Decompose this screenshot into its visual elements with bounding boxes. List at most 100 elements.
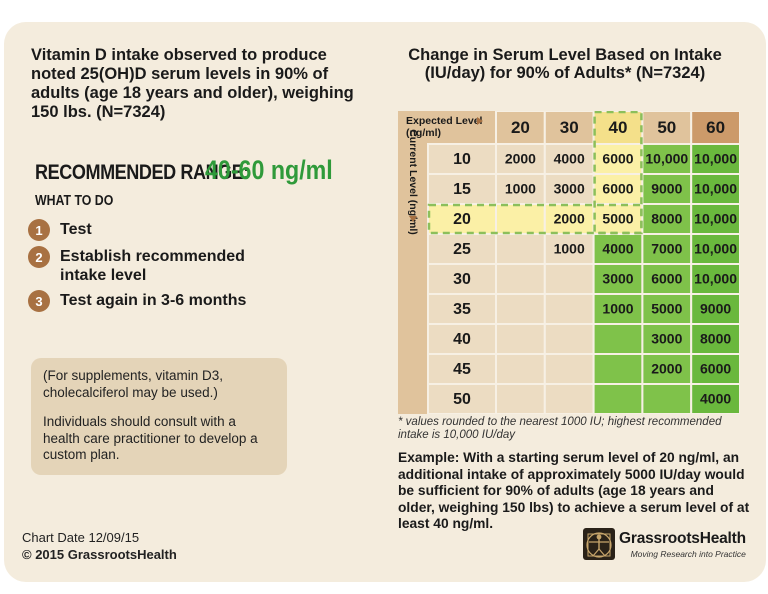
- table-cell-value: 1000: [505, 181, 536, 197]
- current-level-cell: [427, 143, 497, 175]
- table-cell: [690, 383, 740, 414]
- intake-table: 20 30 40 50 60 Expected Level(ng/ml)Current L…: [398, 111, 740, 414]
- step-number-badge: 1: [28, 219, 50, 241]
- table-cell: [592, 383, 644, 414]
- table-cell-value: 4000: [700, 391, 731, 407]
- table-cell-value: 2000: [554, 211, 585, 227]
- supplement-note-text: (For supplements, vitamin D3, cholecalci…: [43, 368, 224, 400]
- table-cell-value: 2000: [505, 151, 536, 167]
- current-level-value: 45: [453, 361, 471, 378]
- table-cell: [495, 263, 546, 295]
- table-cell-value: 6000: [651, 271, 682, 287]
- table-corner-header: [398, 111, 496, 144]
- table-cell: [592, 293, 644, 325]
- what-to-do-heading: WHAT TO DO: [35, 193, 114, 209]
- expected-level-unit: (ng/ml): [406, 127, 441, 139]
- step-text: Test: [60, 221, 92, 238]
- table-cell-value: 7000: [651, 241, 682, 257]
- current-level-value: 15: [453, 181, 471, 198]
- chart-date: Chart Date 12/09/15: [22, 530, 140, 545]
- current-level-value: 40: [453, 331, 471, 348]
- table-cell: [543, 203, 595, 235]
- step-item: 3 Test again in 3-6 months: [28, 290, 328, 312]
- recommended-range-value: 40-60 ng/ml: [205, 155, 333, 185]
- table-cell: [495, 323, 546, 355]
- table-cell-value: 1000: [602, 301, 633, 317]
- copyright: © 2015 GrassrootsHealth: [22, 547, 177, 562]
- current-level-cell: [427, 353, 497, 385]
- step-number-badge: 2: [28, 246, 50, 268]
- column-header-label: 30: [560, 118, 579, 137]
- step-item: 2 Establish recommended intake level: [28, 246, 328, 285]
- current-level-value: 20: [453, 211, 471, 228]
- footnote: * values rounded to the nearest 1000 IU;…: [398, 416, 722, 441]
- table-cell: [495, 353, 546, 385]
- table-cell-value: 9000: [700, 301, 731, 317]
- table-cell-value: 4000: [554, 151, 585, 167]
- table-cell-value: 10,000: [694, 271, 737, 287]
- intro-heading: Vitamin D intake observed to produce not…: [31, 46, 354, 121]
- table-cell: [690, 293, 740, 325]
- row-axis-band: [398, 144, 428, 414]
- table-cell-value: 6000: [700, 361, 731, 377]
- table-cell: [543, 263, 595, 295]
- recommended-range: RECOMMENDED RANGE: 40-60 ng/ml: [35, 155, 354, 186]
- table-cell-value: 3000: [554, 181, 585, 197]
- chart-title: Change in Serum Level Based on Intake (I…: [408, 46, 722, 82]
- column-header-label: 20: [511, 118, 530, 137]
- table-cell-value: 6000: [602, 181, 633, 197]
- arrow-down-icon: [409, 216, 417, 222]
- table-cell-value: 1000: [554, 241, 585, 257]
- example-text: Example: With a starting serum level of …: [398, 450, 750, 531]
- table-cell-value: 10,000: [645, 151, 688, 167]
- table-cell: [495, 383, 546, 414]
- table-cell: [690, 233, 740, 265]
- table-cell: [543, 323, 595, 355]
- table-cell: [495, 293, 546, 325]
- table-cell: [690, 173, 740, 205]
- logo-text: GrassrootsHealth Moving Research into Pr…: [619, 530, 746, 559]
- table-cell-value: 8000: [700, 331, 731, 347]
- steps-list: 1 Test 2 Establish recommended intake le…: [28, 219, 328, 318]
- recommended-range-label: RECOMMENDED RANGE:: [35, 161, 250, 184]
- table-cell: [641, 293, 693, 325]
- table-cell-value: 3000: [651, 331, 682, 347]
- consult-note-text: Individuals should consult with a health…: [43, 414, 258, 462]
- table-cell: [543, 293, 595, 325]
- table-cell: [641, 323, 693, 355]
- grassrootshealth-logo: GrassrootsHealth Moving Research into Pr…: [583, 528, 746, 560]
- table-cell: [543, 383, 595, 414]
- table-cell: [495, 203, 546, 235]
- table-cell-value: 3000: [602, 271, 633, 287]
- table-cell-value: 6000: [602, 151, 633, 167]
- logo-tagline: Moving Research into Practice: [630, 548, 746, 559]
- table-cell-value: 2000: [651, 361, 682, 377]
- table-cell-value: 5000: [651, 301, 682, 317]
- logo-name: GrassrootsHealth: [619, 529, 746, 547]
- step-item: 1 Test: [28, 219, 328, 241]
- table-cell: [592, 353, 644, 385]
- step-text: Establish recommended intake level: [60, 248, 245, 284]
- step-number-badge: 3: [28, 290, 50, 312]
- step-text: Test again in 3-6 months: [60, 292, 247, 309]
- table-cell: [690, 353, 740, 385]
- column-header-label: 40: [609, 118, 628, 137]
- table-cell: [495, 233, 546, 265]
- table-cell-value: 8000: [651, 211, 682, 227]
- table-cell-value: 9000: [651, 181, 682, 197]
- supplement-note: (For supplements, vitamin D3, cholecalci…: [31, 358, 287, 475]
- current-level-value: 10: [453, 151, 471, 168]
- table-cell-value: 10,000: [694, 181, 737, 197]
- table-cell-value: 4000: [602, 241, 633, 257]
- current-level-value: 50: [453, 391, 471, 408]
- current-level-label: Current Level (ng/ml): [407, 129, 419, 235]
- arrow-right-icon: [477, 117, 483, 125]
- table-cell: [592, 323, 644, 355]
- table-cell: [543, 353, 595, 385]
- vitruvian-logo-icon: [583, 528, 615, 560]
- table-cell-value: 5000: [602, 211, 633, 227]
- table-cell-value: 10,000: [694, 211, 737, 227]
- table-cell-value: 10,000: [694, 151, 737, 167]
- table-cell: [690, 323, 740, 355]
- table-cell: [495, 143, 546, 175]
